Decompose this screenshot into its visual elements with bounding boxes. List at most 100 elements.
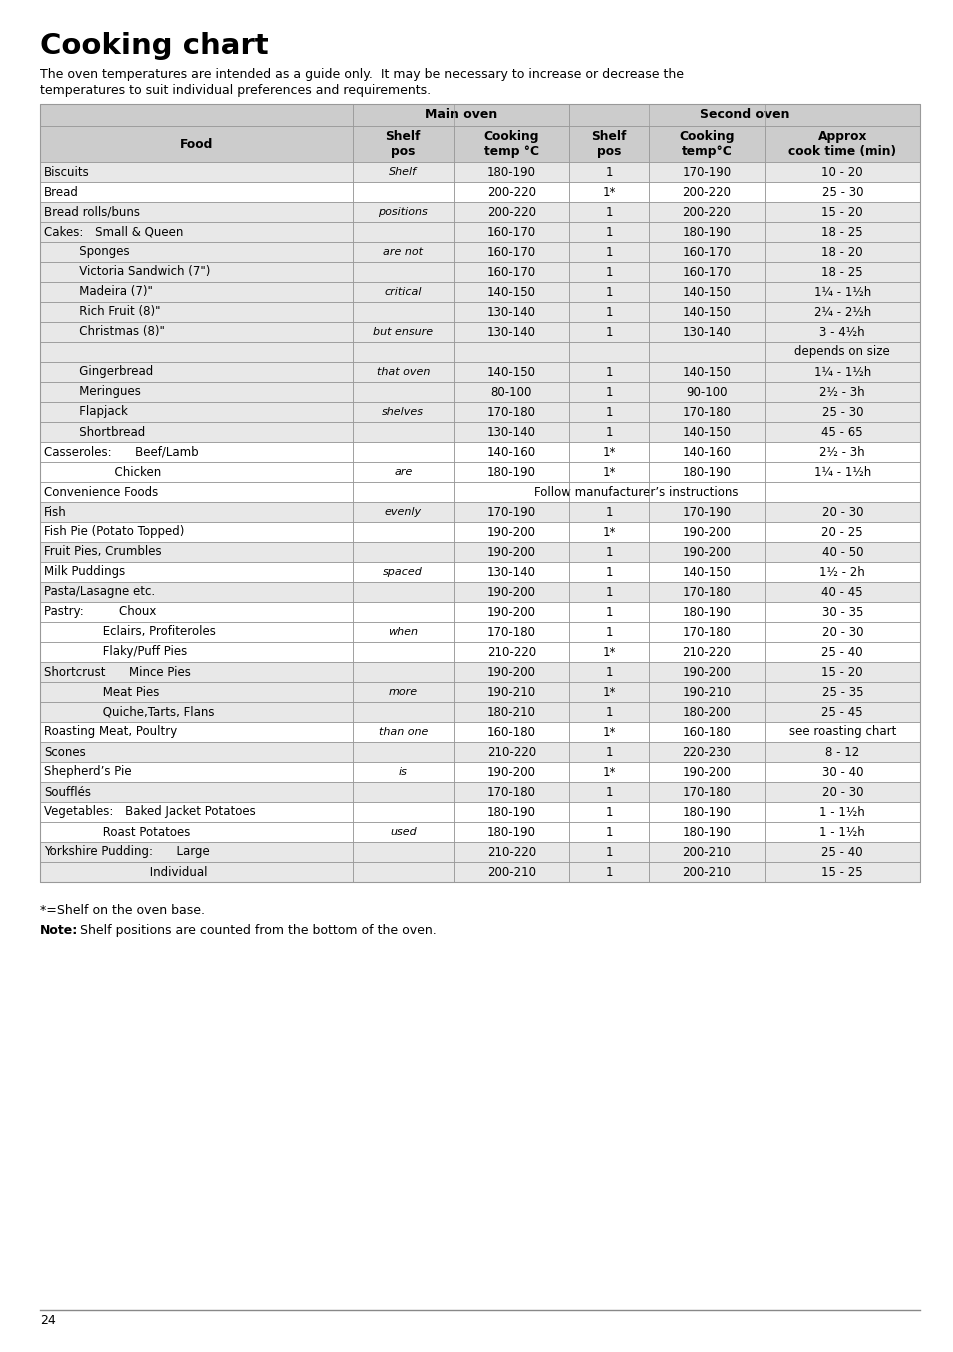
Bar — [40, 562, 353, 581]
Bar — [648, 222, 763, 242]
Text: used: used — [390, 827, 416, 837]
Bar — [453, 183, 568, 201]
Bar — [648, 301, 763, 322]
Bar — [453, 681, 568, 702]
Text: Shelf: Shelf — [389, 168, 416, 177]
Bar — [763, 201, 919, 222]
Text: 1: 1 — [605, 545, 612, 558]
Text: 1: 1 — [605, 826, 612, 838]
Text: see roasting chart: see roasting chart — [788, 726, 895, 738]
Text: The oven temperatures are intended as a guide only.  It may be necessary to incr: The oven temperatures are intended as a … — [40, 68, 683, 81]
Text: 25 - 30: 25 - 30 — [821, 185, 862, 199]
Bar — [453, 642, 568, 662]
Text: 140-150: 140-150 — [486, 285, 536, 299]
Text: 40 - 50: 40 - 50 — [821, 545, 862, 558]
Text: Cooking
temp °C: Cooking temp °C — [483, 130, 538, 158]
Bar — [453, 863, 568, 882]
Text: Roast Potatoes: Roast Potatoes — [44, 826, 191, 838]
Bar — [40, 842, 353, 863]
Text: Approx
cook time (min): Approx cook time (min) — [787, 130, 895, 158]
Bar — [648, 863, 763, 882]
Bar — [40, 322, 353, 342]
Text: 18 - 25: 18 - 25 — [821, 265, 862, 279]
Bar — [353, 562, 453, 581]
Bar — [568, 383, 648, 402]
Text: 1: 1 — [605, 506, 612, 519]
Text: 180-190: 180-190 — [486, 165, 536, 178]
Text: Soufflés: Soufflés — [44, 786, 91, 799]
Bar — [648, 362, 763, 383]
Bar — [40, 442, 353, 462]
Bar — [353, 483, 453, 502]
Text: Shortcrust  Mince Pies: Shortcrust Mince Pies — [44, 665, 191, 679]
Bar — [648, 681, 763, 702]
Bar — [763, 322, 919, 342]
Text: 1: 1 — [605, 285, 612, 299]
Text: 1: 1 — [605, 565, 612, 579]
Bar — [648, 283, 763, 301]
Text: 180-190: 180-190 — [681, 465, 731, 479]
Text: Quiche,Tarts, Flans: Quiche,Tarts, Flans — [44, 706, 214, 718]
Bar — [568, 822, 648, 842]
Bar — [568, 301, 648, 322]
Bar — [40, 502, 353, 522]
Bar — [453, 362, 568, 383]
Text: Scones: Scones — [44, 745, 86, 758]
Bar — [453, 763, 568, 781]
Text: 180-200: 180-200 — [681, 706, 731, 718]
Bar — [648, 262, 763, 283]
Bar — [648, 201, 763, 222]
Bar — [453, 283, 568, 301]
Bar — [763, 622, 919, 642]
Bar — [40, 462, 353, 483]
Text: Shelf positions are counted from the bottom of the oven.: Shelf positions are counted from the bot… — [76, 923, 436, 937]
Text: are: are — [394, 466, 412, 477]
Text: 1: 1 — [605, 385, 612, 399]
Text: 2½ - 3h: 2½ - 3h — [819, 385, 864, 399]
Text: 130-140: 130-140 — [486, 426, 536, 438]
Text: 1: 1 — [605, 226, 612, 238]
Text: 140-150: 140-150 — [681, 285, 731, 299]
Bar — [40, 383, 353, 402]
Text: 1½ - 2h: 1½ - 2h — [819, 565, 864, 579]
Bar — [763, 522, 919, 542]
Bar — [353, 681, 453, 702]
Text: 180-190: 180-190 — [486, 806, 536, 818]
Bar — [763, 442, 919, 462]
Bar — [568, 722, 648, 742]
Text: 1: 1 — [605, 706, 612, 718]
Bar — [763, 422, 919, 442]
Text: 25 - 35: 25 - 35 — [821, 685, 862, 699]
Bar — [40, 822, 353, 842]
Bar — [763, 722, 919, 742]
Bar — [453, 542, 568, 562]
Text: Fish Pie (Potato Topped): Fish Pie (Potato Topped) — [44, 526, 184, 538]
Text: Main oven: Main oven — [424, 108, 497, 122]
Bar — [763, 162, 919, 183]
Text: Cooking chart: Cooking chart — [40, 32, 269, 59]
Bar — [763, 662, 919, 681]
Bar — [568, 842, 648, 863]
Bar — [40, 722, 353, 742]
Text: Convenience Foods: Convenience Foods — [44, 485, 158, 499]
Text: 190-200: 190-200 — [681, 765, 731, 779]
Text: 200-220: 200-220 — [486, 206, 536, 219]
Text: Meringues: Meringues — [44, 385, 141, 399]
Text: Shortbread: Shortbread — [44, 426, 145, 438]
Bar — [648, 342, 763, 362]
Text: 20 - 30: 20 - 30 — [821, 626, 862, 638]
Text: Shelf
pos: Shelf pos — [385, 130, 420, 158]
Bar — [40, 104, 919, 882]
Bar — [40, 642, 353, 662]
Text: 80-100: 80-100 — [490, 385, 532, 399]
Bar — [453, 502, 568, 522]
Bar — [568, 322, 648, 342]
Bar — [40, 802, 353, 822]
Text: Biscuits: Biscuits — [44, 165, 90, 178]
Text: 18 - 25: 18 - 25 — [821, 226, 862, 238]
Bar — [453, 402, 568, 422]
Text: 130-140: 130-140 — [486, 565, 536, 579]
Text: Christmas (8)": Christmas (8)" — [44, 326, 165, 338]
Text: Madeira (7)": Madeira (7)" — [44, 285, 152, 299]
Bar — [648, 383, 763, 402]
